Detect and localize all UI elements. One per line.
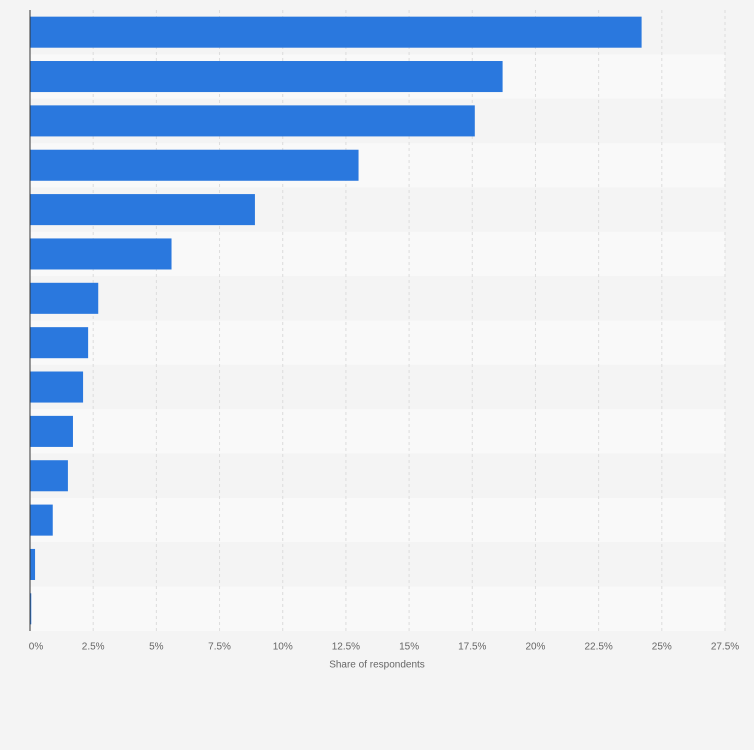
bar — [30, 504, 53, 536]
row-band — [30, 453, 725, 498]
bar — [30, 371, 84, 403]
row-band — [30, 409, 725, 454]
x-tick-label: 12.5% — [332, 642, 360, 653]
bar — [30, 460, 68, 492]
x-tick-label: 27.5% — [711, 642, 739, 653]
row-band — [30, 320, 725, 365]
bar — [30, 194, 255, 226]
x-tick-label: 17.5% — [458, 642, 486, 653]
bar — [30, 149, 359, 181]
bar — [30, 105, 475, 137]
row-band — [30, 276, 725, 321]
x-tick-label: 10% — [273, 642, 293, 653]
bar — [30, 548, 36, 580]
x-tick-label: 22.5% — [584, 642, 612, 653]
x-tick-label: 7.5% — [208, 642, 231, 653]
bar — [30, 415, 73, 447]
x-tick-label: 0% — [29, 642, 44, 653]
x-axis-label: Share of respondents — [329, 660, 425, 671]
bar — [30, 282, 99, 314]
x-tick-label: 2.5% — [82, 642, 105, 653]
bar — [30, 593, 32, 625]
row-band — [30, 586, 725, 631]
bar — [30, 238, 172, 270]
bar — [30, 16, 642, 48]
x-tick-label: 25% — [652, 642, 672, 653]
row-band — [30, 542, 725, 587]
row-band — [30, 497, 725, 543]
x-tick-label: 5% — [149, 642, 164, 653]
x-tick-label: 20% — [525, 642, 545, 653]
x-tick-label: 15% — [399, 642, 419, 653]
row-band — [30, 364, 725, 410]
bar — [30, 327, 89, 359]
bar — [30, 61, 503, 93]
